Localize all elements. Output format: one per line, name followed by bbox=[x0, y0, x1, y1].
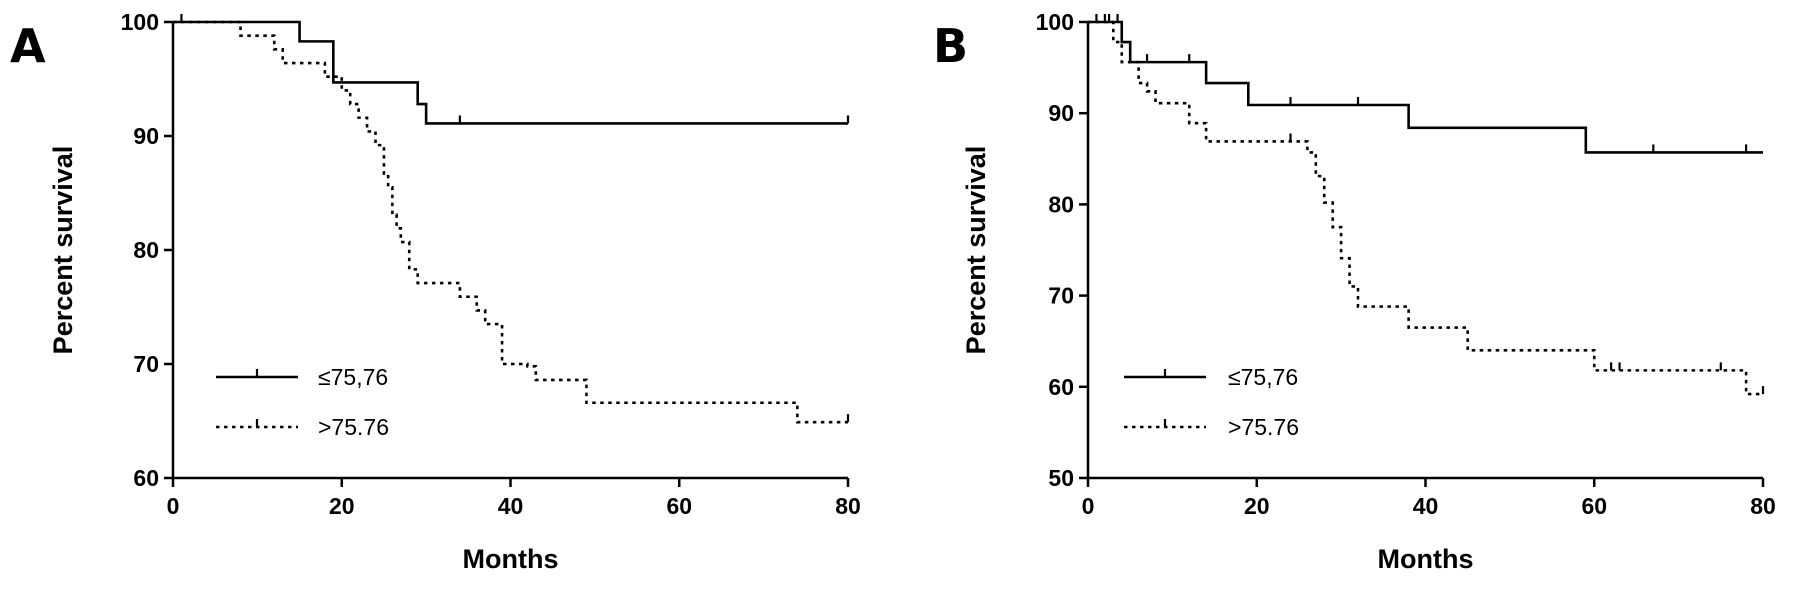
legend-label: ≤75,76 bbox=[1228, 364, 1298, 390]
axis-lines bbox=[171, 22, 848, 480]
y-tick-label: 60 bbox=[1048, 374, 1074, 400]
x-tick-label: 0 bbox=[167, 493, 180, 519]
y-tick-label: 100 bbox=[121, 9, 159, 35]
x-tick-label: 20 bbox=[1244, 493, 1270, 519]
y-axis-title: Percent survival bbox=[961, 146, 991, 355]
survival-curve-high bbox=[1088, 20, 1763, 396]
legend-label: ≤75,76 bbox=[318, 364, 388, 390]
y-tick-label: 70 bbox=[133, 351, 159, 377]
x-tick-label: 60 bbox=[1581, 493, 1607, 519]
y-tick-label: 70 bbox=[1048, 283, 1074, 309]
x-tick-label: 60 bbox=[666, 493, 692, 519]
panel-b: B 50 60 70 80 90 100 0 20 40 60 80 Months Percent sur… bbox=[933, 9, 1776, 574]
y-axis-title: Percent survival bbox=[48, 146, 78, 355]
y-tick-label: 60 bbox=[133, 465, 159, 491]
x-tick-label: 80 bbox=[1750, 493, 1776, 519]
panel-label: B bbox=[933, 19, 968, 73]
y-tick-label: 80 bbox=[133, 237, 159, 263]
y-tick-label: 80 bbox=[1048, 191, 1074, 217]
survival-curve-high bbox=[173, 20, 848, 424]
y-tick-label: 50 bbox=[1048, 465, 1074, 491]
x-axis-title: Months bbox=[1378, 544, 1474, 574]
x-tick-label: 80 bbox=[835, 493, 861, 519]
panel-a: A 60 70 80 90 100 0 20 40 60 80 Months Percent survi… bbox=[10, 9, 861, 574]
y-tick-label: 90 bbox=[1048, 100, 1074, 126]
x-tick-label: 40 bbox=[498, 493, 524, 519]
survival-curve-low bbox=[1088, 20, 1763, 154]
axis-lines bbox=[1086, 22, 1763, 480]
x-tick-label: 0 bbox=[1082, 493, 1095, 519]
survival-curve-low bbox=[173, 20, 848, 125]
legend-label: >75.76 bbox=[1228, 414, 1299, 440]
x-tick-label: 20 bbox=[329, 493, 355, 519]
x-tick-label: 40 bbox=[1413, 493, 1439, 519]
y-tick-label: 100 bbox=[1036, 9, 1074, 35]
legend-label: >75.76 bbox=[318, 414, 389, 440]
panel-label: A bbox=[10, 19, 46, 73]
x-axis-title: Months bbox=[463, 544, 559, 574]
y-tick-label: 90 bbox=[133, 123, 159, 149]
